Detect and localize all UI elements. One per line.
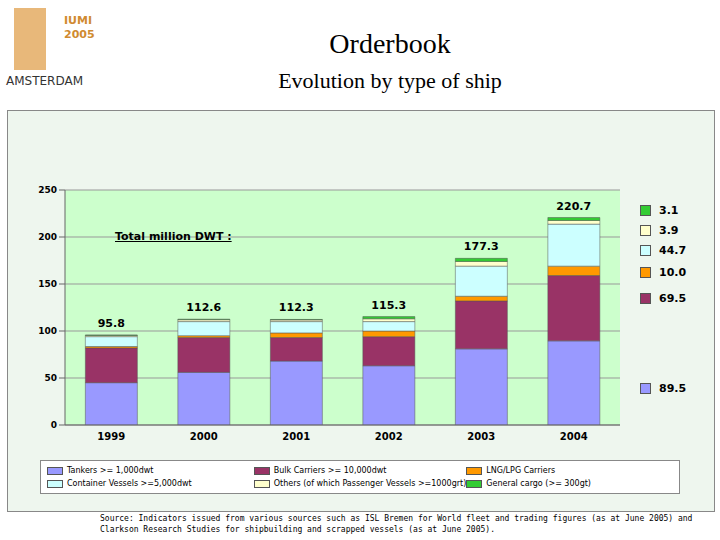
svg-text:2003: 2003 xyxy=(467,431,495,442)
svg-text:100: 100 xyxy=(38,326,57,336)
svg-text:1999: 1999 xyxy=(97,431,125,442)
svg-text:50: 50 xyxy=(44,373,57,383)
svg-text:2000: 2000 xyxy=(190,431,218,442)
html-text:Others (of which Passenger Ves: Others (of which Passenger Vessels >=100… xyxy=(273,479,467,488)
html-text:2005: 2005 xyxy=(64,28,95,41)
svg-text:220.7: 220.7 xyxy=(556,200,591,213)
svg-text:112.3: 112.3 xyxy=(279,301,314,314)
svg-text:2004: 2004 xyxy=(560,431,588,442)
svg-text:177.3: 177.3 xyxy=(464,240,499,253)
svg-text:0: 0 xyxy=(51,420,57,430)
html-text:LNG/LPG Carriers: LNG/LPG Carriers xyxy=(486,466,556,475)
svg-text:95.8: 95.8 xyxy=(98,317,125,330)
html-text:Tankers >= 1,000dwt: Tankers >= 1,000dwt xyxy=(67,466,154,475)
svg-text:2002: 2002 xyxy=(375,431,403,442)
html-text:Source: Indicators issued from: Source: Indicators issued from various s… xyxy=(100,514,693,534)
svg-text:250: 250 xyxy=(38,185,57,195)
svg-text:115.3: 115.3 xyxy=(371,299,406,312)
html-text:10.0: 10.0 xyxy=(659,266,687,279)
html-text:General cargo (>= 300gt): General cargo (>= 300gt) xyxy=(486,479,591,488)
html-text:AMSTERDAM: AMSTERDAM xyxy=(6,74,83,88)
svg-text:150: 150 xyxy=(38,279,57,289)
html-text:Container Vessels >=5,000dwt: Container Vessels >=5,000dwt xyxy=(67,479,192,488)
html-text:44.7: 44.7 xyxy=(659,244,687,257)
html-text:3.9: 3.9 xyxy=(659,224,679,237)
html-text:Bulk Carriers >= 10,000dwt: Bulk Carriers >= 10,000dwt xyxy=(273,466,387,475)
html-text:89.5: 89.5 xyxy=(659,382,687,395)
html-text:Total million DWT :: Total million DWT : xyxy=(115,230,232,243)
html-text:Orderbook: Orderbook xyxy=(329,28,451,59)
html-text:3.1: 3.1 xyxy=(659,204,679,217)
svg-text:2001: 2001 xyxy=(282,431,310,442)
html-text:69.5: 69.5 xyxy=(659,292,687,305)
svg-text:112.6: 112.6 xyxy=(186,301,221,314)
html-text:IUMI: IUMI xyxy=(64,14,93,27)
html-text:Evolution by type of ship: Evolution by type of ship xyxy=(278,68,502,93)
svg-text:200: 200 xyxy=(38,232,57,242)
